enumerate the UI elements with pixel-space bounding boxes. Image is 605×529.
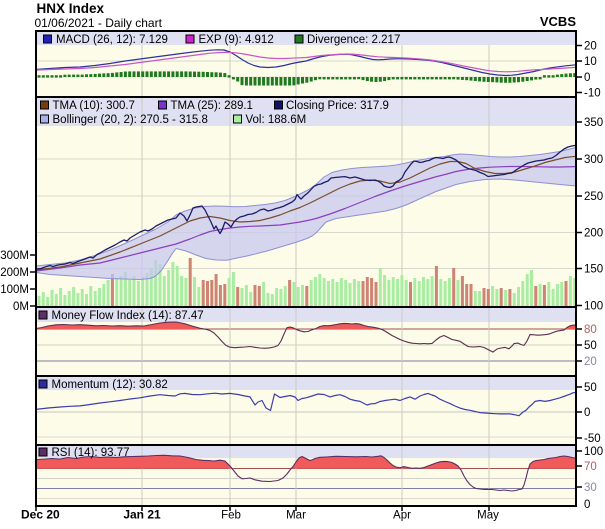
svg-text:300M: 300M — [0, 250, 29, 262]
svg-text:EXP (9): 4.912: EXP (9): 4.912 — [199, 34, 274, 46]
svg-text:TMA (10): 300.7: TMA (10): 300.7 — [53, 100, 135, 112]
svg-text:Closing Price: 317.9: Closing Price: 317.9 — [286, 100, 389, 112]
svg-text:Feb: Feb — [221, 510, 241, 522]
svg-text:70: 70 — [584, 461, 597, 473]
svg-text:100M: 100M — [0, 284, 29, 296]
svg-text:-10: -10 — [584, 88, 601, 100]
svg-text:50: 50 — [584, 382, 597, 394]
svg-text:50: 50 — [584, 340, 597, 352]
svg-text:0M: 0M — [13, 301, 29, 313]
svg-text:350: 350 — [584, 117, 603, 129]
svg-text:30: 30 — [584, 482, 597, 494]
svg-text:300: 300 — [584, 154, 603, 166]
svg-text:RSI (14): 93.77: RSI (14): 93.77 — [52, 447, 130, 459]
svg-text:20: 20 — [584, 356, 597, 368]
svg-text:Apr: Apr — [393, 510, 411, 522]
svg-text:100: 100 — [584, 301, 603, 313]
svg-text:Money Flow Index (14): 87.47: Money Flow Index (14): 87.47 — [52, 310, 204, 322]
svg-text:Bollinger (20, 2): 270.5 - 315: Bollinger (20, 2): 270.5 - 315.8 — [53, 114, 208, 126]
svg-text:01/06/2021 - Daily chart: 01/06/2021 - Daily chart — [35, 16, 163, 30]
svg-text:TMA (25): 289.1: TMA (25): 289.1 — [171, 100, 253, 112]
svg-text:200M: 200M — [0, 267, 29, 279]
svg-text:0: 0 — [584, 407, 590, 419]
svg-text:0: 0 — [584, 72, 590, 84]
svg-text:20: 20 — [584, 41, 597, 53]
svg-text:0: 0 — [584, 499, 590, 511]
svg-text:200: 200 — [584, 228, 603, 240]
svg-text:100: 100 — [584, 446, 603, 458]
svg-text:VCBS: VCBS — [540, 14, 576, 29]
svg-text:Mar: Mar — [286, 510, 306, 522]
svg-text:HNX Index: HNX Index — [37, 1, 105, 16]
svg-text:Jan 21: Jan 21 — [123, 508, 161, 522]
svg-text:Vol: 188.6M: Vol: 188.6M — [246, 114, 307, 126]
svg-text:250: 250 — [584, 191, 603, 203]
svg-text:-50: -50 — [584, 433, 601, 445]
svg-text:MACD (26, 12): 7.129: MACD (26, 12): 7.129 — [56, 34, 168, 46]
svg-text:May: May — [477, 510, 499, 522]
svg-text:10: 10 — [584, 56, 597, 68]
svg-text:Momentum (12): 30.82: Momentum (12): 30.82 — [52, 379, 168, 391]
svg-text:Divergence: 2.217: Divergence: 2.217 — [307, 34, 400, 46]
svg-text:Dec 20: Dec 20 — [21, 508, 60, 522]
svg-text:150: 150 — [584, 264, 603, 276]
svg-text:80: 80 — [584, 324, 597, 336]
